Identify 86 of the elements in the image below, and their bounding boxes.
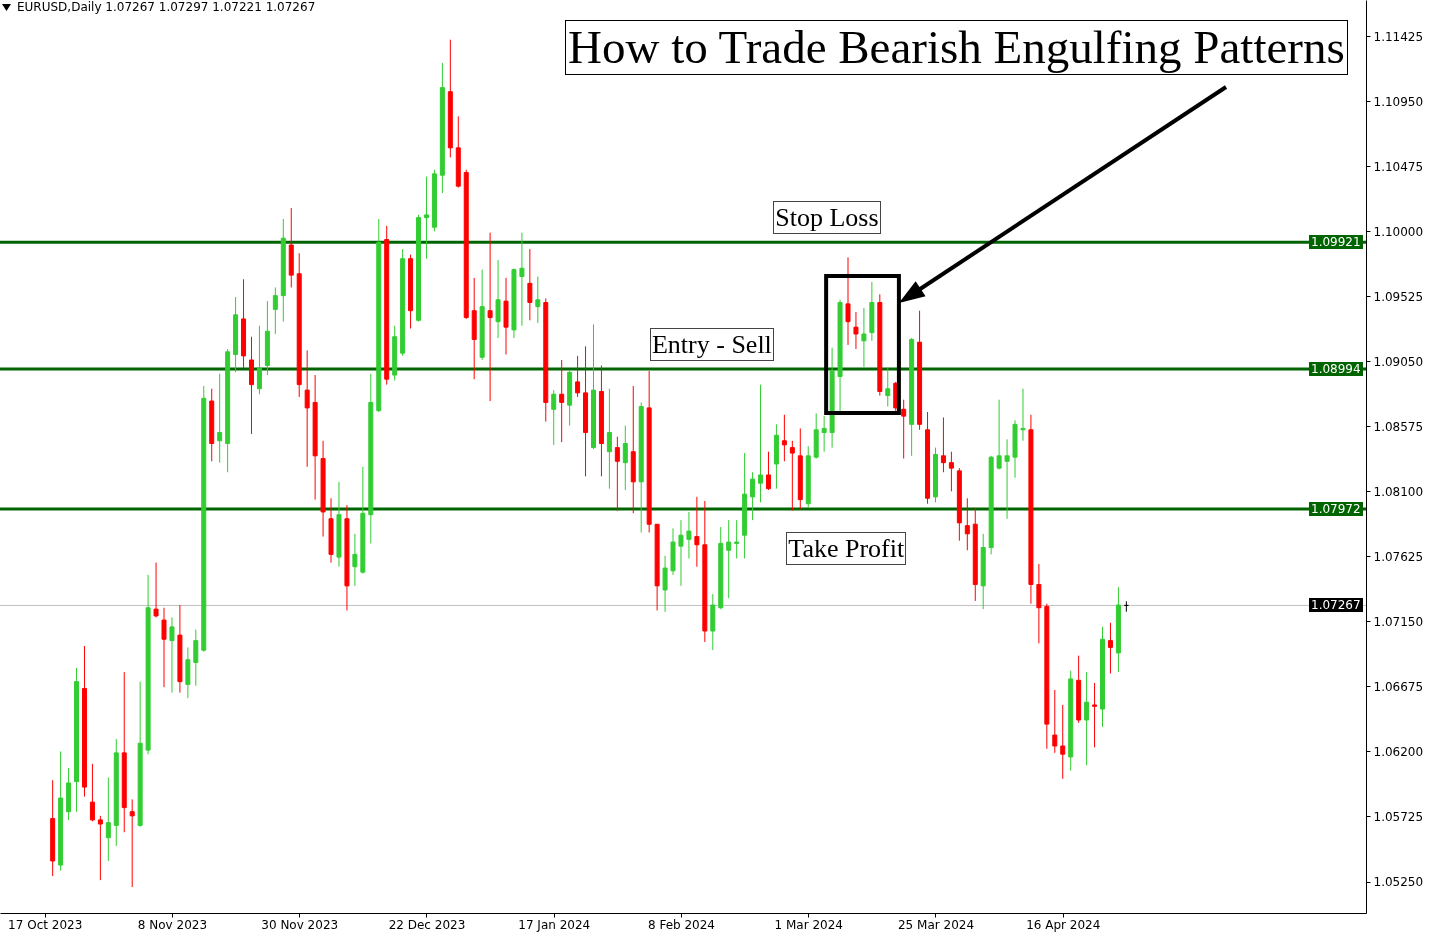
y-tick-label: 1.05725 — [1373, 810, 1424, 824]
candlestick — [964, 497, 970, 551]
candlestick — [662, 555, 668, 613]
x-tick-label: 22 Dec 2023 — [388, 917, 466, 932]
candlestick — [614, 436, 620, 512]
candlestick — [781, 414, 787, 462]
candlestick — [272, 286, 278, 335]
candlestick — [256, 325, 262, 395]
x-tick-label: 16 Apr 2024 — [1026, 917, 1101, 932]
annotation: Entry - Sell — [649, 328, 774, 362]
candlestick — [129, 798, 135, 888]
x-tick-label: 8 Nov 2023 — [137, 917, 208, 932]
candlestick — [901, 399, 907, 460]
ref-line-label: 1.07972 — [1309, 501, 1363, 516]
candlestick — [940, 416, 946, 473]
x-tick-label: 17 Oct 2023 — [8, 917, 83, 932]
candlestick — [765, 451, 771, 491]
ref-line-label: 1.07267 — [1309, 598, 1363, 613]
annotation: Stop Loss — [773, 201, 881, 235]
candlestick — [519, 232, 525, 327]
candlestick — [750, 471, 756, 521]
candlestick — [1084, 671, 1090, 766]
candlestick — [161, 607, 167, 688]
candlestick — [559, 359, 565, 443]
candlestick — [821, 415, 827, 453]
candlestick — [487, 232, 493, 402]
candlestick — [1092, 682, 1098, 748]
candlestick — [996, 399, 1002, 470]
candlestick — [1020, 388, 1026, 442]
x-tick-label: 8 Feb 2024 — [647, 917, 716, 932]
ref-line-label: 1.09921 — [1309, 235, 1363, 250]
candlestick — [575, 355, 581, 398]
candlestick — [304, 349, 310, 468]
y-tick-label: 1.07625 — [1373, 549, 1424, 564]
y-tick-label: 1.10000 — [1373, 224, 1424, 239]
candlestick — [686, 511, 692, 559]
y-tick-label: 1.10950 — [1373, 94, 1424, 109]
candlestick — [169, 616, 175, 694]
candlestick — [885, 367, 891, 408]
candlestick — [97, 815, 103, 881]
candlestick — [527, 248, 533, 321]
y-tick-label: 1.11425 — [1373, 29, 1424, 44]
x-tick-label: 17 Jan 2024 — [518, 917, 591, 932]
candlestick — [551, 389, 557, 446]
candlestick — [861, 307, 867, 368]
y-tick-label: 1.09050 — [1373, 354, 1424, 369]
candlestick — [352, 533, 358, 587]
y-tick-label: 1.07150 — [1373, 614, 1424, 629]
ref-line-label: 1.08994 — [1309, 362, 1363, 377]
candlestick — [853, 311, 859, 350]
chart-title: How to Trade Bearish Engulfing Patterns — [565, 20, 1348, 75]
candlestick — [423, 176, 429, 260]
candlestick — [678, 519, 684, 587]
y-tick-label: 1.08100 — [1373, 484, 1424, 499]
y-tick-label: 1.10475 — [1373, 159, 1424, 174]
candlestick — [1107, 622, 1113, 674]
candlestick — [535, 276, 541, 324]
candlestick — [789, 440, 795, 512]
candlestick — [1060, 704, 1066, 780]
candlestick — [758, 384, 764, 503]
candlestick — [734, 519, 740, 559]
candlestick — [1052, 689, 1058, 754]
candlestick — [89, 763, 95, 822]
candlestick — [193, 629, 199, 687]
candlestick — [1036, 563, 1042, 644]
candlestick — [622, 425, 628, 491]
x-tick-label: 30 Nov 2023 — [261, 917, 339, 932]
y-tick-label: 1.09525 — [1373, 289, 1424, 304]
candlestick — [105, 776, 111, 862]
y-tick-label: 1.08575 — [1373, 419, 1424, 434]
candlestick — [495, 259, 501, 339]
chart-subtitle: EURUSD,Daily 1.07267 1.07297 1.07221 1.07267 — [17, 0, 316, 14]
candlestick — [948, 451, 954, 492]
candlestick — [1004, 438, 1010, 520]
candlestick — [606, 388, 612, 490]
candlestick — [726, 519, 732, 599]
x-tick-label: 25 Mar 2024 — [897, 917, 975, 932]
y-tick-label: 1.06200 — [1373, 744, 1424, 759]
x-tick-label: 1 Mar 2024 — [774, 917, 843, 932]
candlestick — [217, 373, 223, 464]
candlestick — [694, 496, 700, 568]
candlestick — [153, 562, 159, 618]
candlestick — [845, 256, 851, 346]
y-tick-label: 1.06675 — [1373, 679, 1424, 694]
annotation: Take Profit — [786, 531, 907, 565]
y-tick-label: 1.05250 — [1373, 875, 1424, 890]
